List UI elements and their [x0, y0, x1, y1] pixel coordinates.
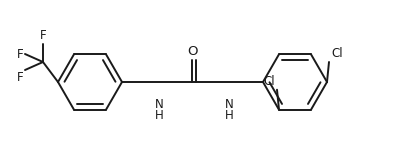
- Text: N: N: [225, 98, 234, 111]
- Text: N: N: [155, 98, 163, 111]
- Text: F: F: [16, 48, 23, 61]
- Text: H: H: [225, 109, 234, 122]
- Text: Cl: Cl: [263, 75, 275, 88]
- Text: H: H: [155, 109, 163, 122]
- Text: O: O: [187, 45, 197, 58]
- Text: F: F: [16, 71, 23, 84]
- Text: Cl: Cl: [331, 47, 343, 60]
- Text: F: F: [40, 29, 46, 42]
